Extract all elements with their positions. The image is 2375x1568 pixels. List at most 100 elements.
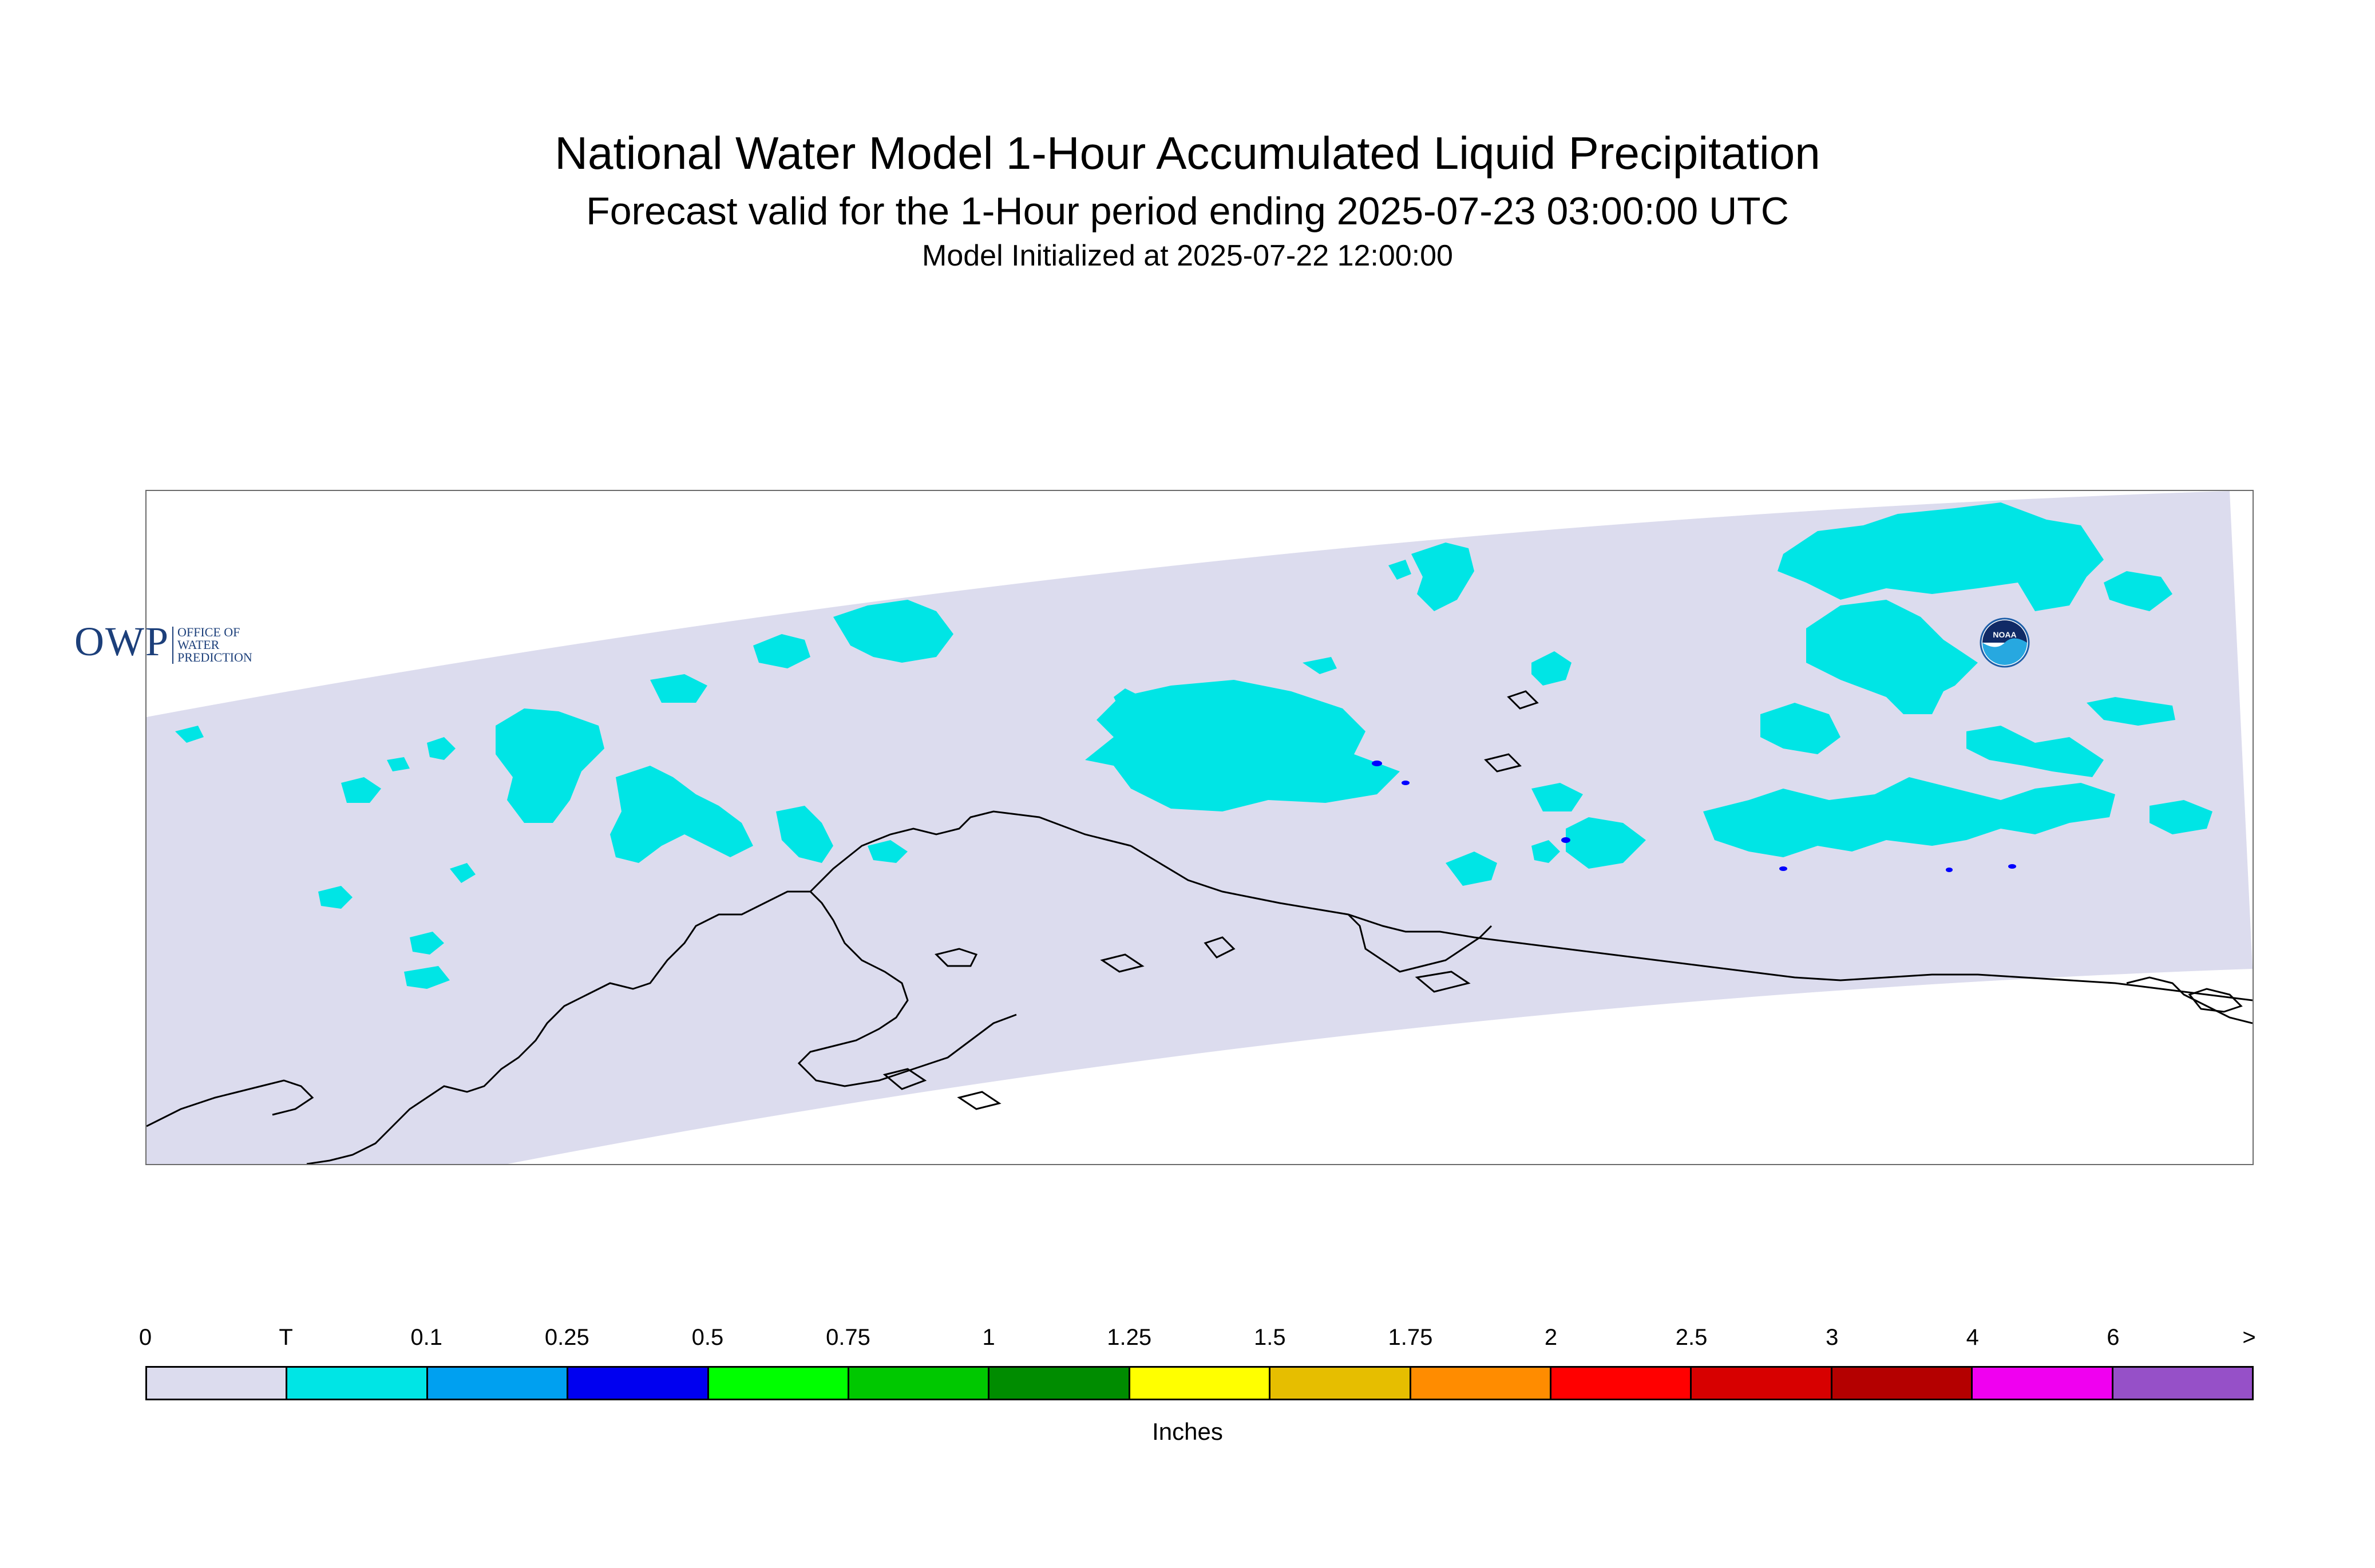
precip-speck [1779,866,1787,871]
precip-map [147,491,2253,1164]
legend-swatch [428,1368,569,1399]
legend-swatch [1551,1368,1692,1399]
coastline-island-3 [1204,936,1236,959]
coastline-east-islands [2188,988,2243,1013]
legend-tick-label: 0.25 [544,1325,589,1350]
model-domain [147,491,2253,1164]
precip-area-ne-east [2104,571,2172,611]
legend-tick-label: 1.5 [1253,1325,1286,1350]
legend-tick-label: T [279,1325,293,1350]
precip-area-ne-main [1778,502,2104,611]
legend-tick-label: 2 [1544,1325,1558,1350]
legend-swatch [287,1368,428,1399]
precip-area-sw-3 [404,966,450,989]
coastline-kenai [1347,913,1493,973]
precip-area-nw-5 [341,777,381,803]
precip-area-nw-2 [753,634,810,668]
coastline-lake-2 [957,1091,1002,1110]
legend-swatch [1832,1368,1973,1399]
legend-swatch [147,1368,288,1399]
legend-tick-label: 2.5 [1675,1325,1708,1350]
coastline-lake-1 [882,1068,927,1090]
precip-area-ne-lower [1806,600,1978,703]
coastlines [147,690,2253,1164]
legend-tick-label: > [2242,1325,2256,1350]
precip-area-nw-3 [650,674,707,703]
precip-speck [1402,781,1410,785]
precip-area-east-band-3 [1760,703,1840,754]
precip-area-nw-6 [387,757,410,771]
precip-area-w-2 [610,766,753,863]
precip-area-central-nw [1114,688,1142,708]
map-title: National Water Model 1-Hour Accumulated … [555,128,1820,179]
precip-area-far-w [175,726,204,743]
legend-tick-label: 0 [138,1325,152,1350]
legend-units: Inches [1152,1418,1223,1445]
precip-area-sw-4 [450,863,476,883]
legend-tick-label: 0.75 [826,1325,870,1350]
precip-area-east-band-2 [1966,726,2104,777]
legend-swatch [1411,1368,1552,1399]
legend-tick-label: 6 [2107,1325,2120,1350]
precip-area-sw-2 [410,932,444,955]
precip-speck [1946,868,1953,872]
legend-labels: 0 T 0.1 0.25 0.5 0.75 1 1.25 1.5 1.75 2 2.5 3 4 6 > [0,1325,2375,1359]
title-block: National Water Model 1-Hour Accumulated … [0,0,2375,298]
map-panel [145,490,2254,1165]
precip-speck [1561,837,1570,843]
precip-area-east-band-4 [1886,674,1943,714]
precip-speck [2008,864,2016,869]
coastline-southwest [147,1079,314,1127]
noaa-logo-mark: NOAA [1993,630,2016,639]
coastline-island-1 [935,948,978,967]
precip-area-central-n [1303,657,1337,674]
model-init-line: Model Initialized at 2025-07-22 12:00:00 [922,239,1453,272]
legend-tick-label: 1.25 [1107,1325,1152,1350]
precip-area-nw-1 [833,600,953,663]
noaa-logo-icon: NOAA [1980,617,2030,668]
legend-swatch [2113,1368,2253,1399]
coastline-mainland [306,890,1017,1164]
coastline-peninsula [1130,845,2253,1001]
precip-area-sc-1 [1566,817,1646,869]
legend-swatch [1692,1368,1832,1399]
coastline-island-2 [1100,953,1145,973]
precip-area-sc-2 [1446,852,1497,886]
owp-logo-line1: OFFICE OF [177,625,240,639]
legend-swatch [989,1368,1130,1399]
owp-logo-icon: OWP OFFICE OF WATER PREDICTION [74,619,252,664]
coastline-island-5 [1507,690,1539,710]
owp-logo-line2: WATER [177,638,220,652]
legend-swatch [568,1368,709,1399]
legend-swatch [1130,1368,1271,1399]
legend-color-bar [145,1366,2254,1400]
precip-area-east-band-1 [1703,777,2115,857]
coastline-far-east [2126,976,2253,1024]
precip-area-w-5 [868,840,908,863]
precip-area-sw-1 [318,886,353,909]
precip-area-east-band-6 [2150,800,2212,834]
coastline-island-4 [1415,971,1471,993]
precip-area-central-e [1531,651,1572,686]
legend-tick-label: 3 [1826,1325,1839,1350]
map-subtitle: Forecast valid for the 1-Hour period end… [586,189,1789,233]
legend-tick-label: 1 [982,1325,995,1350]
owp-logo: OWP OFFICE OF WATER PREDICTION [74,618,303,670]
coastline-island-6 [1484,753,1522,773]
owp-logo-line3: PREDICTION [177,650,252,664]
legend-tick-label: 1.75 [1388,1325,1433,1350]
owp-logo-mark: OWP [74,619,169,664]
legend-swatch [708,1368,850,1399]
precip-area-sc-4 [1531,783,1583,811]
precip-area-ne-small [1388,560,1411,580]
legend-tick-label: 0.5 [691,1325,724,1350]
precip-area-ne-upper [1411,543,1474,611]
precip-light-specks [1372,761,2016,872]
precip-area-nw-4 [427,737,456,760]
legend-tick-label: 4 [1966,1325,1979,1350]
precip-speck [1372,761,1382,766]
legend-swatch [1270,1368,1411,1399]
precip-area-east-band-5 [2087,697,2175,726]
precipitation-areas [175,502,2212,989]
precip-area-w-1 [496,708,604,823]
